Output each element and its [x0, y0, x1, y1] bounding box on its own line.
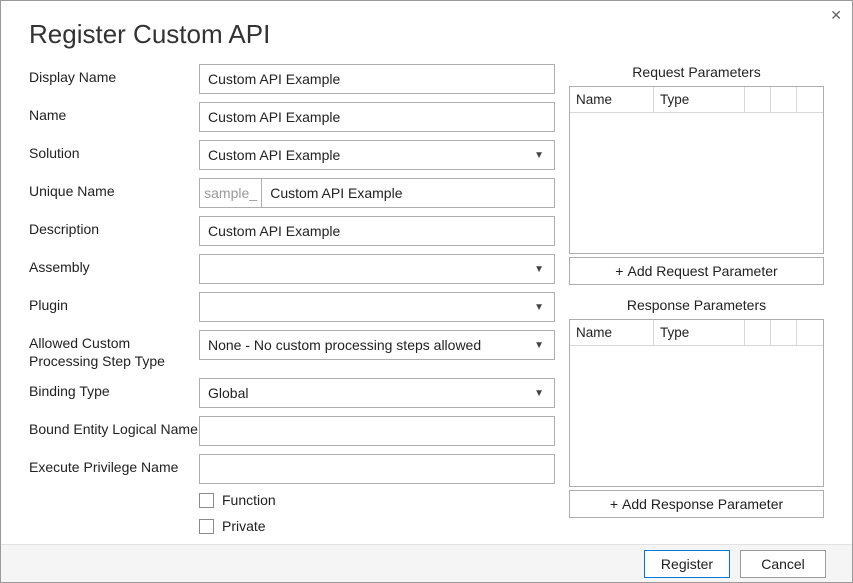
dialog-footer: Register Cancel: [1, 544, 852, 582]
binding-type-select[interactable]: Global ▼: [199, 378, 555, 408]
column-spacer: [745, 320, 771, 345]
dialog-body: Display Name Name Solution Custom API Ex…: [1, 64, 852, 544]
allowed-step-value: None - No custom processing steps allowe…: [208, 337, 481, 353]
plugin-label: Plugin: [29, 292, 199, 315]
column-type[interactable]: Type: [654, 320, 745, 345]
response-parameters-section: Response Parameters Name Type + Add Resp…: [569, 297, 824, 518]
solution-label: Solution: [29, 140, 199, 163]
plus-icon: +: [610, 496, 618, 512]
chevron-down-icon: ▼: [534, 264, 546, 275]
solution-value: Custom API Example: [208, 147, 340, 163]
chevron-down-icon: ▼: [534, 150, 546, 161]
name-input[interactable]: [199, 102, 555, 132]
private-label: Private: [222, 518, 266, 534]
grid-body: [570, 346, 823, 486]
grid-header: Name Type: [570, 320, 823, 346]
allowed-step-select[interactable]: None - No custom processing steps allowe…: [199, 330, 555, 360]
response-parameters-title: Response Parameters: [569, 297, 824, 313]
column-spacer: [771, 320, 797, 345]
chevron-down-icon: ▼: [534, 302, 546, 313]
dialog-title: Register Custom API: [1, 1, 852, 64]
request-parameters-title: Request Parameters: [569, 64, 824, 80]
bound-entity-input[interactable]: [199, 416, 555, 446]
column-spacer: [745, 87, 771, 112]
cancel-button[interactable]: Cancel: [740, 550, 826, 578]
binding-type-value: Global: [208, 385, 248, 401]
grid-header: Name Type: [570, 87, 823, 113]
grid-body: [570, 113, 823, 253]
register-custom-api-dialog: ✕ Register Custom API Display Name Name …: [0, 0, 853, 583]
display-name-label: Display Name: [29, 64, 199, 87]
form-column: Display Name Name Solution Custom API Ex…: [29, 64, 555, 544]
assembly-select[interactable]: ▼: [199, 254, 555, 284]
add-response-parameter-label: Add Response Parameter: [622, 496, 783, 512]
column-type[interactable]: Type: [654, 87, 745, 112]
add-request-parameter-label: Add Request Parameter: [627, 263, 777, 279]
private-checkbox[interactable]: [199, 519, 214, 534]
function-checkbox[interactable]: [199, 493, 214, 508]
add-response-parameter-button[interactable]: + Add Response Parameter: [569, 490, 824, 518]
display-name-input[interactable]: [199, 64, 555, 94]
chevron-down-icon: ▼: [534, 388, 546, 399]
column-name[interactable]: Name: [570, 87, 654, 112]
request-parameters-grid: Name Type: [569, 86, 824, 254]
response-parameters-grid: Name Type: [569, 319, 824, 487]
description-label: Description: [29, 216, 199, 239]
chevron-down-icon: ▼: [534, 340, 546, 351]
unique-name-prefix: sample_: [199, 178, 261, 208]
binding-type-label: Binding Type: [29, 378, 199, 401]
allowed-step-label: Allowed Custom Processing Step Type: [29, 330, 199, 370]
solution-select[interactable]: Custom API Example ▼: [199, 140, 555, 170]
column-spacer: [797, 87, 823, 112]
request-parameters-section: Request Parameters Name Type + Add Reque…: [569, 64, 824, 285]
column-spacer: [797, 320, 823, 345]
add-request-parameter-button[interactable]: + Add Request Parameter: [569, 257, 824, 285]
close-icon[interactable]: ✕: [830, 7, 842, 24]
register-button[interactable]: Register: [644, 550, 730, 578]
name-label: Name: [29, 102, 199, 125]
bound-entity-label: Bound Entity Logical Name: [29, 416, 199, 439]
execute-priv-input[interactable]: [199, 454, 555, 484]
execute-priv-label: Execute Privilege Name: [29, 454, 199, 477]
plugin-select[interactable]: ▼: [199, 292, 555, 322]
unique-name-input[interactable]: [261, 178, 555, 208]
description-input[interactable]: [199, 216, 555, 246]
unique-name-label: Unique Name: [29, 178, 199, 201]
column-name[interactable]: Name: [570, 320, 654, 345]
plus-icon: +: [615, 263, 623, 279]
column-spacer: [771, 87, 797, 112]
parameters-column: Request Parameters Name Type + Add Reque…: [569, 64, 824, 544]
function-label: Function: [222, 492, 276, 508]
assembly-label: Assembly: [29, 254, 199, 277]
